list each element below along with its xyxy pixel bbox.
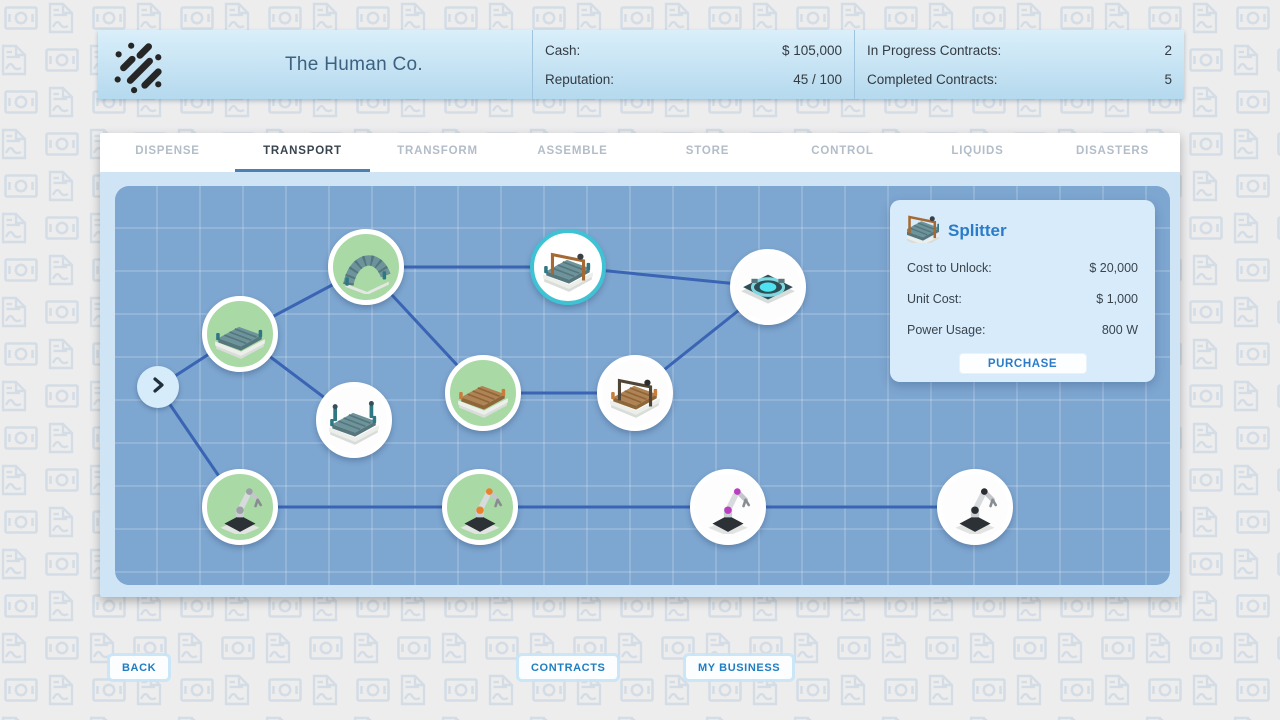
unit-cost-row: Unit Cost: $ 1,000 [907,292,1138,306]
reputation-value: 45 / 100 [793,71,842,87]
tab-dispense[interactable]: DISPENSE [135,145,200,157]
tab-store[interactable]: STORE [685,145,730,157]
completed-contracts-label: Completed Contracts: [867,71,998,87]
power-usage-value: 800 W [1101,323,1138,337]
tech-node-root[interactable] [137,366,179,408]
completed-contracts-value: 5 [1164,71,1172,87]
header-left-section: The Human Co. [98,30,533,99]
tab-control[interactable]: CONTROL [811,145,874,157]
tech-node-teleporter[interactable] [730,249,806,325]
reputation-label: Reputation: [545,71,615,87]
power-usage-label: Power Usage: [907,323,986,337]
back-button[interactable]: BACK [110,656,169,679]
robot-arm-icon [946,476,1004,539]
header-contracts-section: In Progress Contracts: 2 Completed Contr… [855,30,1184,99]
tab-transport[interactable]: TRANSPORT [235,133,370,172]
teleporter-icon [739,256,797,319]
tech-node-conveyor[interactable] [202,296,278,372]
cash-value: $ 105,000 [781,42,842,58]
conveyor-posts-icon [325,389,383,452]
machine-detail-panel: Splitter Cost to Unlock: $ 20,000 Unit C… [890,200,1155,382]
company-name: The Human Co. [284,53,423,75]
tech-node-robot-arm-1[interactable] [202,469,278,545]
header-cash-section: Cash: $ 105,000 Reputation: 45 / 100 [533,30,855,99]
in-progress-contracts-row: In Progress Contracts: 2 [865,36,1174,65]
conveyor-ramp-icon [337,236,395,299]
cash-label: Cash: [545,42,581,58]
cost-to-unlock-value: $ 20,000 [1089,261,1138,275]
conveyor-icon [211,303,269,366]
splitter-icon [539,236,597,299]
company-logo [98,30,176,99]
tech-node-robot-arm-3[interactable] [690,469,766,545]
tech-node-conveyor-ramp[interactable] [328,229,404,305]
in-progress-contracts-value: 2 [1164,42,1172,58]
power-usage-row: Power Usage: 800 W [907,323,1138,337]
tab-bar: DISPENSE TRANSPORT TRANSFORM ASSEMBLE STORE C… [100,133,1180,172]
cost-to-unlock-label: Cost to Unlock: [907,261,992,275]
purchase-button[interactable]: PURCHASE [959,354,1086,373]
tech-node-wood-splitter[interactable] [597,355,673,431]
tab-disasters[interactable]: DISASTERS [1075,145,1150,157]
tech-node-robot-arm-2[interactable] [442,469,518,545]
tab-liquids[interactable]: LIQUIDS [951,145,1004,157]
cash-row: Cash: $ 105,000 [543,36,844,65]
unit-cost-value: $ 1,000 [1096,292,1138,306]
unit-cost-label: Unit Cost: [907,292,962,306]
wood-conveyor-icon [454,362,512,425]
tab-transform[interactable]: TRANSFORM [397,145,478,157]
robot-arm-icon [451,476,509,539]
wood-splitter-icon [606,362,664,425]
completed-contracts-row: Completed Contracts: 5 [865,65,1174,94]
robot-arm-icon [211,476,269,539]
machine-title: Splitter [948,220,1007,240]
tab-assemble[interactable]: ASSEMBLE [537,145,608,157]
in-progress-contracts-label: In Progress Contracts: [867,42,1002,58]
tech-node-robot-arm-4[interactable] [937,469,1013,545]
my-business-button[interactable]: MY BUSINESS [686,656,793,679]
robot-arm-icon [699,476,757,539]
cost-to-unlock-row: Cost to Unlock: $ 20,000 [907,261,1138,275]
tech-node-conveyor-posts[interactable] [316,382,392,458]
tech-node-wood-conveyor[interactable] [445,355,521,431]
reputation-row: Reputation: 45 / 100 [543,65,844,94]
splitter-icon [901,213,943,248]
company-logo-icon [114,42,162,93]
chevron-right-icon [148,375,168,400]
contracts-button[interactable]: CONTRACTS [519,656,618,679]
company-header: The Human Co. Cash: $ 105,000 Reputation… [98,30,1184,99]
tech-node-splitter[interactable] [530,229,606,305]
